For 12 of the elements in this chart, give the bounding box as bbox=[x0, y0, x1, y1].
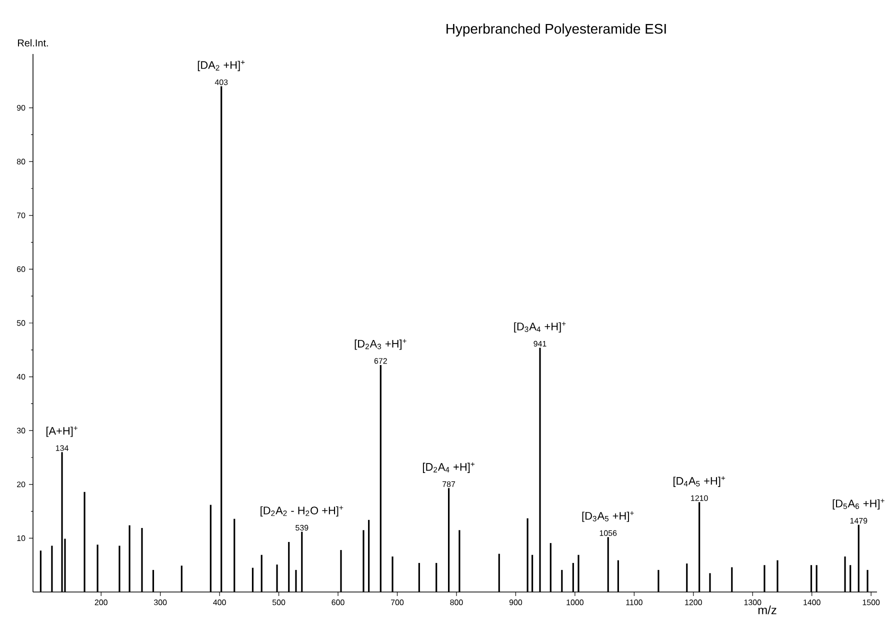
annotation: [D$_{2}$A$_{4}$ +H]$^{+}$ bbox=[422, 462, 475, 473]
chart-title: Hyperbranched Polyesteramide ESI bbox=[446, 23, 666, 36]
annotation: [D$_{2}$A$_{2}$ - H$_{2}$O +H]$^{+}$ bbox=[260, 506, 344, 517]
annotation: [A+H]$^{+}$ bbox=[46, 426, 78, 437]
annotation: [D$_{5}$A$_{6}$ +H]$^{+}$ bbox=[832, 498, 884, 510]
annotation: [D$_{3}$A$_{4}$ +H]$^{+}$ bbox=[514, 322, 566, 333]
y-axis-title: Rel.Int. bbox=[18, 39, 48, 46]
annotation: [D$_{2}$A$_{3}$ +H]$^{+}$ bbox=[354, 339, 406, 350]
annotation: [DA$_{2}$ +H]$^{+}$ bbox=[198, 60, 245, 72]
x-axis-title: m/z bbox=[758, 606, 776, 614]
annotation: [D$_{4}$A$_{5}$ +H]$^{+}$ bbox=[674, 476, 726, 487]
annotation: [D$_{3}$A$_{5}$ +H]$^{+}$ bbox=[582, 511, 634, 522]
